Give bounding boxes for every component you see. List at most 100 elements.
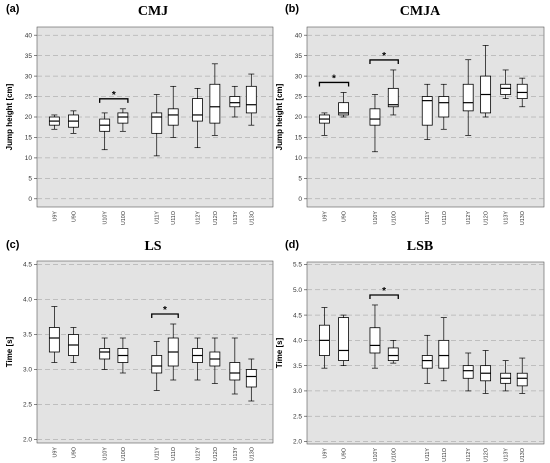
panel-letter: (b) bbox=[285, 3, 299, 15]
box-U10Y bbox=[369, 304, 381, 369]
x-tick-label: U12Y bbox=[466, 211, 472, 225]
y-tick-label: 15 bbox=[295, 135, 303, 142]
box-U10Y bbox=[99, 337, 111, 370]
x-tick-label: U11O bbox=[442, 211, 448, 225]
x-tick-label: U13O bbox=[520, 448, 526, 462]
y-tick-label: 20 bbox=[25, 114, 33, 121]
y-tick-label: 15 bbox=[25, 135, 33, 142]
y-tick-label: 10 bbox=[25, 155, 33, 162]
box-U12Y bbox=[462, 59, 474, 136]
x-tick-label: U10O bbox=[391, 211, 397, 225]
chart-title: LS bbox=[144, 239, 161, 254]
x-tick-label: U9Y bbox=[322, 448, 328, 459]
box-body bbox=[421, 355, 433, 369]
y-tick-label: 10 bbox=[295, 155, 303, 162]
box-body bbox=[462, 83, 474, 112]
chart-panel-3: (d) LSB 2.0 2.5 3.0 3.5 4.0 4.5 5.0 5.5 Time [s] U9… bbox=[275, 239, 545, 462]
y-axis-label: Jump height [cm] bbox=[275, 83, 284, 150]
chart-title: LSB bbox=[407, 239, 433, 254]
box-body bbox=[438, 339, 450, 369]
box-body bbox=[192, 98, 203, 122]
box-body bbox=[245, 369, 257, 388]
significance-bracket: * bbox=[369, 51, 399, 64]
box-body bbox=[151, 355, 163, 374]
y-tick-label: 3.0 bbox=[293, 388, 302, 395]
box-U11O bbox=[438, 83, 450, 130]
x-tick-label: U13O bbox=[249, 211, 255, 225]
x-tick-label: U9O bbox=[342, 211, 348, 222]
box-body bbox=[117, 112, 129, 124]
chart-panel-2: (c) LS 2.0 2.5 3.0 3.5 4.0 4.5 Time [s] U9Y U9O U10… bbox=[5, 239, 274, 461]
box-U13O bbox=[516, 357, 528, 394]
bracket-line bbox=[369, 59, 399, 64]
y-tick-label: 40 bbox=[295, 32, 303, 39]
y-tick-label: 30 bbox=[295, 73, 303, 80]
x-tick-label: U11Y bbox=[155, 211, 161, 224]
box-body bbox=[500, 83, 512, 95]
x-tick-label: U12Y bbox=[196, 447, 202, 461]
y-tick-label: 3.0 bbox=[23, 367, 32, 374]
x-tick-label: U10O bbox=[121, 447, 127, 461]
x-tick-label: U13Y bbox=[504, 211, 510, 225]
box-body bbox=[151, 112, 163, 134]
x-tick-label: U12O bbox=[213, 211, 219, 225]
x-tick-label: U12Y bbox=[466, 448, 472, 462]
box-body bbox=[421, 96, 433, 126]
y-tick-label: 25 bbox=[295, 94, 303, 101]
y-tick-label: 0 bbox=[298, 196, 302, 203]
y-tick-label: 35 bbox=[25, 53, 33, 60]
box-body bbox=[516, 83, 528, 99]
x-tick-label: U10Y bbox=[373, 448, 379, 462]
x-tick-label: U9Y bbox=[52, 211, 58, 222]
significance-bracket: * bbox=[151, 305, 179, 318]
x-tick-label: U11O bbox=[171, 211, 177, 225]
x-tick-label: U13Y bbox=[233, 447, 239, 461]
y-tick-label: 25 bbox=[25, 94, 33, 101]
box-U12O bbox=[209, 337, 221, 384]
x-tick-label: U9Y bbox=[52, 447, 58, 458]
y-tick-label: 2.0 bbox=[23, 437, 32, 444]
x-tick-label: U12Y bbox=[196, 211, 202, 225]
box-U11Y bbox=[421, 83, 433, 140]
box-U13O bbox=[245, 73, 257, 126]
x-tick-label: U11Y bbox=[155, 447, 161, 460]
significance-star: * bbox=[163, 305, 167, 316]
box-U9O bbox=[68, 327, 79, 363]
box-U12Y bbox=[192, 337, 203, 381]
bracket-line bbox=[318, 81, 350, 87]
box-U11O bbox=[438, 317, 450, 382]
y-axis-label: Jump height [cm] bbox=[5, 83, 14, 150]
box-U12O bbox=[480, 350, 492, 394]
x-tick-label: U13O bbox=[249, 447, 255, 461]
y-tick-label: 5 bbox=[298, 176, 302, 183]
y-tick-label: 0 bbox=[28, 196, 32, 203]
bracket-line bbox=[369, 294, 399, 299]
box-U13Y bbox=[500, 69, 512, 99]
box-U11O bbox=[167, 85, 179, 138]
x-tick-label: U10O bbox=[391, 448, 397, 462]
box-body bbox=[229, 362, 241, 381]
chart-panel-0: (a) CMJ 0 5 10 15 20 25 30 35 40 Jump height [cm] U9… bbox=[5, 3, 274, 225]
box-U12Y bbox=[192, 88, 203, 149]
box-U12O bbox=[209, 63, 221, 136]
box-U13O bbox=[245, 358, 257, 402]
box-body bbox=[167, 108, 179, 126]
box-U10O bbox=[117, 337, 129, 374]
box-body bbox=[516, 372, 528, 387]
box-U10Y bbox=[99, 112, 111, 151]
box-body bbox=[245, 85, 257, 114]
y-tick-label: 4.0 bbox=[23, 297, 32, 304]
box-U11Y bbox=[151, 341, 163, 391]
chart-panel-1: (b) CMJA 0 5 10 15 20 25 30 35 40 Jump height [cm] U… bbox=[275, 3, 545, 225]
box-U9Y bbox=[48, 306, 60, 363]
x-tick-label: U9Y bbox=[322, 211, 328, 222]
box-body bbox=[99, 348, 111, 360]
box-body bbox=[438, 96, 450, 118]
significance-star: * bbox=[332, 73, 336, 84]
box-U10Y bbox=[369, 94, 381, 153]
chart-title: CMJ bbox=[138, 4, 168, 19]
box-U12Y bbox=[462, 352, 474, 392]
y-tick-label: 20 bbox=[295, 114, 303, 121]
box-U10O bbox=[117, 108, 129, 132]
box-U9O bbox=[338, 92, 349, 118]
